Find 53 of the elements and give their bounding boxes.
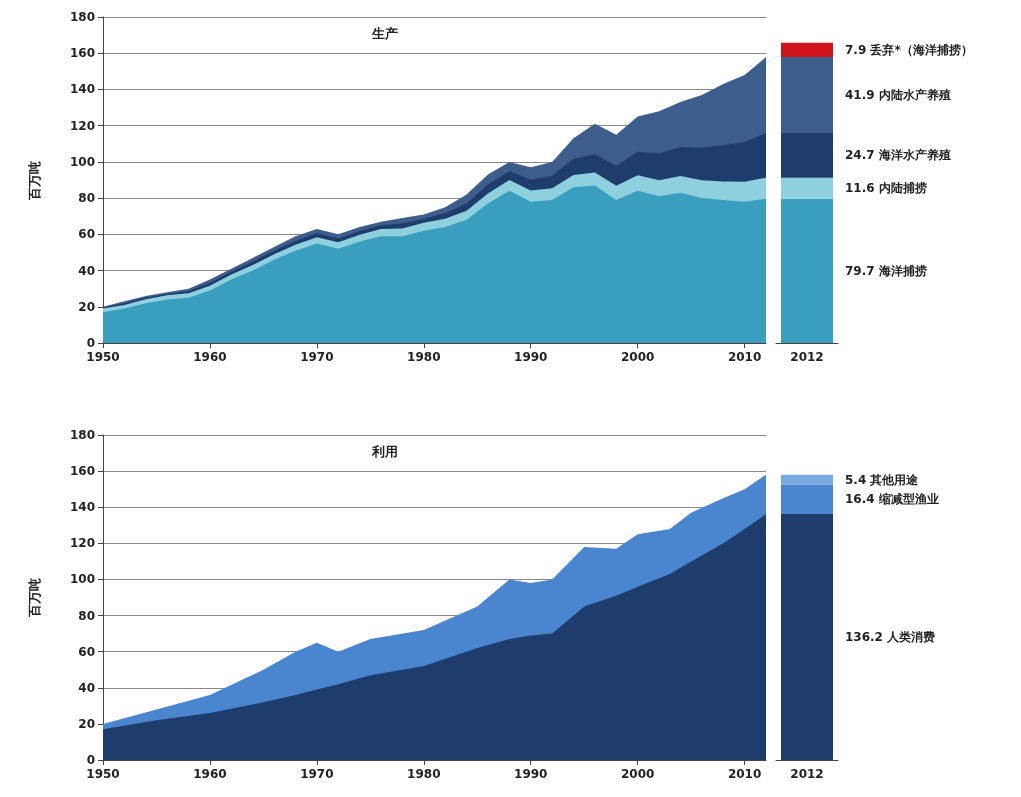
x-tick-label: 1970 bbox=[300, 350, 334, 364]
y-tick-label: 40 bbox=[78, 263, 95, 278]
x-tick-label: 2000 bbox=[620, 767, 655, 781]
series-label: 7.9 丢弃*（海洋捕捞） bbox=[845, 42, 973, 57]
y-axis-title: 百万吨 bbox=[27, 160, 42, 201]
y-tick-label: 20 bbox=[78, 716, 95, 731]
y-tick-label: 160 bbox=[69, 464, 95, 479]
series-label: 41.9 内陆水产养殖 bbox=[845, 87, 951, 102]
x-tick-label: 1960 bbox=[193, 350, 227, 364]
x-tick-label: 1950 bbox=[86, 350, 120, 364]
x-tick-label: 2010 bbox=[727, 350, 762, 364]
x-tick-label: 1990 bbox=[514, 767, 548, 781]
bar bbox=[781, 198, 833, 343]
series-label: 136.2 人类消费 bbox=[845, 630, 936, 645]
y-tick-label: 100 bbox=[69, 154, 95, 169]
y-tick-label: 180 bbox=[69, 10, 95, 24]
x-tick-label: 2010 bbox=[727, 767, 762, 781]
y-tick-label: 160 bbox=[69, 46, 95, 61]
x-tick-label: 1990 bbox=[514, 350, 548, 364]
series-label: 79.7 海洋捕捞 bbox=[845, 263, 927, 278]
bar bbox=[781, 57, 833, 133]
y-tick-label: 80 bbox=[78, 608, 95, 623]
text: 生产 bbox=[371, 26, 398, 41]
y-tick-label: 140 bbox=[69, 500, 95, 515]
y-tick-label: 140 bbox=[69, 82, 95, 97]
x-tick-label: 1960 bbox=[193, 767, 227, 781]
bar bbox=[781, 177, 833, 199]
x-tick-label: 2012 bbox=[790, 767, 824, 781]
x-tick-label: 1950 bbox=[86, 767, 120, 781]
x-tick-label: 2012 bbox=[790, 350, 824, 364]
series-label: 11.6 内陆捕捞 bbox=[845, 181, 927, 196]
y-tick-label: 60 bbox=[78, 644, 95, 659]
series-label: 24.7 海洋水产养殖 bbox=[845, 148, 951, 163]
y-tick-label: 120 bbox=[69, 118, 95, 133]
y-tick-label: 100 bbox=[69, 572, 95, 587]
text: 利用 bbox=[371, 444, 398, 459]
y-tick-label: 120 bbox=[69, 536, 95, 551]
series-label: 5.4 其他用途 bbox=[845, 472, 920, 487]
y-tick-label: 0 bbox=[86, 753, 95, 767]
y-tick-label: 60 bbox=[78, 227, 95, 242]
y-tick-label: 20 bbox=[78, 299, 95, 314]
x-tick-label: 2000 bbox=[620, 350, 655, 364]
x-tick-label: 1980 bbox=[407, 767, 441, 781]
x-tick-label: 1980 bbox=[407, 350, 441, 364]
y-tick-label: 180 bbox=[69, 428, 95, 442]
y-tick-label: 80 bbox=[78, 191, 95, 206]
y-tick-label: 0 bbox=[86, 336, 95, 350]
series-label: 16.4 缩减型渔业 bbox=[845, 492, 939, 507]
y-axis-title: 百万吨 bbox=[27, 578, 42, 618]
x-tick-label: 1970 bbox=[300, 767, 334, 781]
bar bbox=[781, 132, 833, 178]
y-tick-label: 40 bbox=[78, 680, 95, 695]
bar bbox=[781, 42, 833, 58]
